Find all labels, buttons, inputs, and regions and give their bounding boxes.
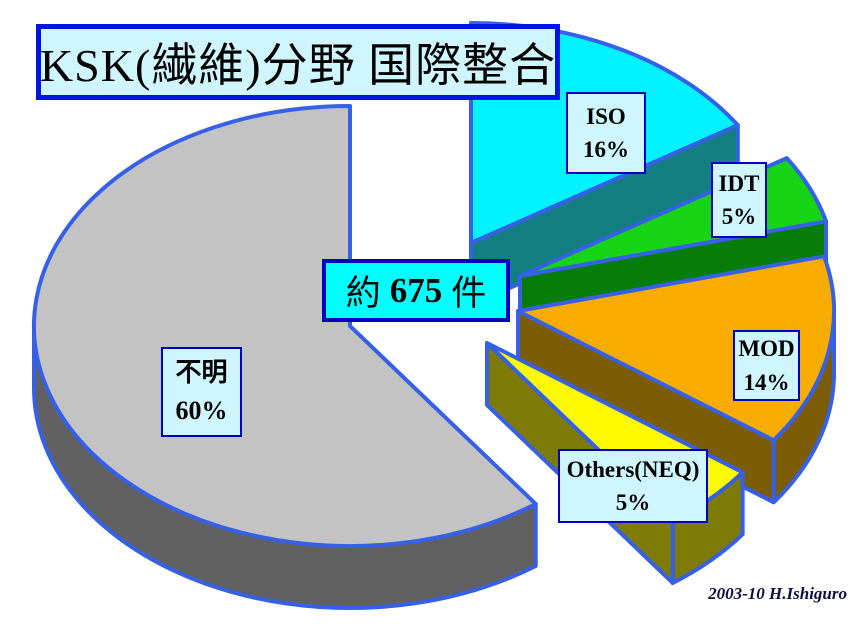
slice-name: ISO [586, 103, 626, 129]
slice-percent: 5% [721, 204, 757, 229]
slice-percent: 16% [583, 137, 629, 162]
slice-label-iso: ISO 16% [566, 92, 646, 174]
total-count-suffix: 件 [451, 274, 487, 313]
author-credit: 2003-10 H.Ishiguro [708, 584, 847, 603]
slice-percent: 60% [175, 396, 228, 425]
pie-slice-fumei [32, 104, 538, 610]
slice-name: MOD [738, 336, 795, 362]
slice-label-mod: MOD 14% [733, 330, 800, 401]
slice-name: 不明 [175, 358, 228, 388]
slice-top-face [32, 104, 538, 548]
total-count-value: 675 [389, 270, 443, 310]
slide-title-box: KSK(繊維)分野 国際整合 [36, 24, 560, 100]
slide-title: KSK(繊維)分野 国際整合 [39, 40, 557, 91]
slice-label-fumei: 不明 60% [161, 347, 242, 437]
slice-label-idt: IDT 5% [711, 162, 767, 238]
total-count-box: 約 675 件 [322, 259, 510, 322]
total-count-prefix: 約 [345, 274, 381, 313]
slice-label-others: Others(NEQ) 5% [558, 449, 708, 523]
slice-percent: 14% [743, 369, 790, 395]
slice-percent: 5% [615, 490, 651, 515]
slice-name: IDT [718, 170, 760, 196]
slice-name: Others(NEQ) [566, 456, 700, 482]
